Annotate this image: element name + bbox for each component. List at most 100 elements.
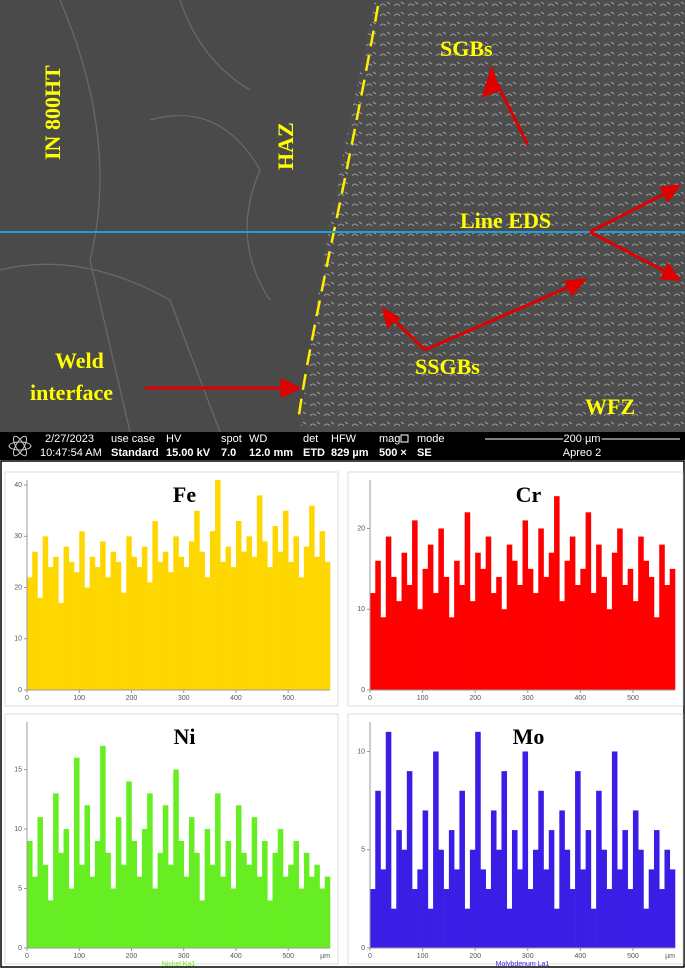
bar [538,528,544,690]
bar [464,512,471,690]
bar [443,889,450,948]
bar [611,552,618,690]
bar [590,593,597,690]
bar [89,556,96,690]
x-tick-label: 500 [282,695,294,702]
bar [194,510,200,690]
bar [543,869,550,948]
bar [115,817,122,948]
bar [543,576,550,690]
x-tick-label: 300 [178,953,190,960]
bar [47,900,54,948]
bar [511,830,518,948]
label-weld: Weld [55,348,104,373]
bar [188,541,195,690]
bar [32,876,38,948]
x-tick-label: 0 [368,695,372,702]
y-tick-label: 30 [14,533,22,540]
bar [147,582,153,690]
y-tick-label: 10 [357,606,365,613]
x-tick-label: 100 [417,953,429,960]
bar [401,552,408,690]
bar [100,745,106,948]
bar [84,805,90,948]
bar [84,587,90,690]
bar [282,510,289,690]
bar [638,849,644,948]
bar [396,830,402,948]
bar [627,568,634,690]
bar [225,840,232,948]
info: ETD [303,447,325,459]
bar [575,585,581,690]
bar [288,864,294,948]
x-tick-label: 200 [469,695,481,702]
bar [267,567,273,690]
bar [178,840,185,948]
x-axis-label: µm [320,953,330,960]
arrows [145,64,682,399]
bar [282,876,289,948]
bar [246,864,252,948]
y-tick-label: 0 [361,687,365,694]
bar [485,889,492,948]
bar [141,829,148,948]
bar [617,869,623,948]
bar [417,869,423,948]
bar [152,888,158,948]
bar [475,731,481,948]
bar [27,840,33,948]
chart-title: Mo [513,724,545,749]
chart-title: Ni [174,724,196,749]
bar [659,889,665,948]
bar [256,876,263,948]
bar [438,528,444,690]
mag-icon [400,434,409,443]
bar [438,849,444,948]
bar [131,840,138,948]
bar [42,864,49,948]
bar [74,757,80,948]
bar [496,576,502,690]
bar [272,526,279,690]
logo [8,435,32,457]
bar [251,556,258,690]
bar [235,805,242,948]
info: 15.00 kV [166,447,211,459]
bar [427,544,434,690]
x-tick-label: 200 [469,953,481,960]
info: 12.0 mm [249,447,293,459]
bar [63,829,70,948]
bar [126,781,132,948]
bar [370,889,376,948]
bar [241,852,247,948]
bar [385,731,392,948]
bar [638,536,644,690]
bar [79,864,85,948]
bar [27,577,33,690]
bar [178,556,185,690]
label-haz: HAZ [273,122,298,170]
bar [469,849,476,948]
x-tick-label: 300 [522,953,534,960]
bar [168,864,174,948]
bar [68,561,75,690]
info: mode [417,433,445,445]
x-tick-label: 200 [126,695,138,702]
bar [115,561,122,690]
bar [517,585,523,690]
bar [100,541,106,690]
bar [391,576,397,690]
info: 2/27/2023 [45,433,94,445]
bar [53,556,59,690]
x-tick-label: 100 [73,953,85,960]
bar [241,551,247,690]
bar [314,556,320,690]
bar [433,593,439,690]
x-tick-label: 500 [627,695,639,702]
bar [162,805,169,948]
bar [209,531,216,690]
label-ssgb: SSGBs [415,354,480,379]
bar [506,544,513,690]
